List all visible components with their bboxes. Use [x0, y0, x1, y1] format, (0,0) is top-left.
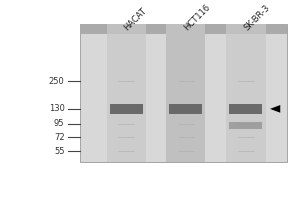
Polygon shape [270, 105, 280, 113]
Text: HACAT: HACAT [123, 6, 149, 32]
Text: 55: 55 [54, 147, 64, 156]
Bar [226, 34, 266, 162]
Bar [226, 24, 266, 34]
Bar [106, 24, 146, 34]
Bar [230, 104, 262, 114]
Text: 130: 130 [49, 104, 64, 113]
Text: 72: 72 [54, 133, 64, 142]
Text: SK-BR-3: SK-BR-3 [243, 3, 272, 32]
Text: HCT116: HCT116 [183, 3, 212, 32]
Text: 250: 250 [49, 77, 64, 86]
Bar [80, 24, 286, 162]
Bar [80, 24, 286, 34]
Text: 95: 95 [54, 119, 64, 128]
Bar [169, 104, 202, 114]
Bar [106, 34, 146, 162]
Bar [167, 24, 206, 34]
Bar [167, 34, 206, 162]
Bar [110, 104, 142, 114]
Bar [230, 122, 262, 129]
